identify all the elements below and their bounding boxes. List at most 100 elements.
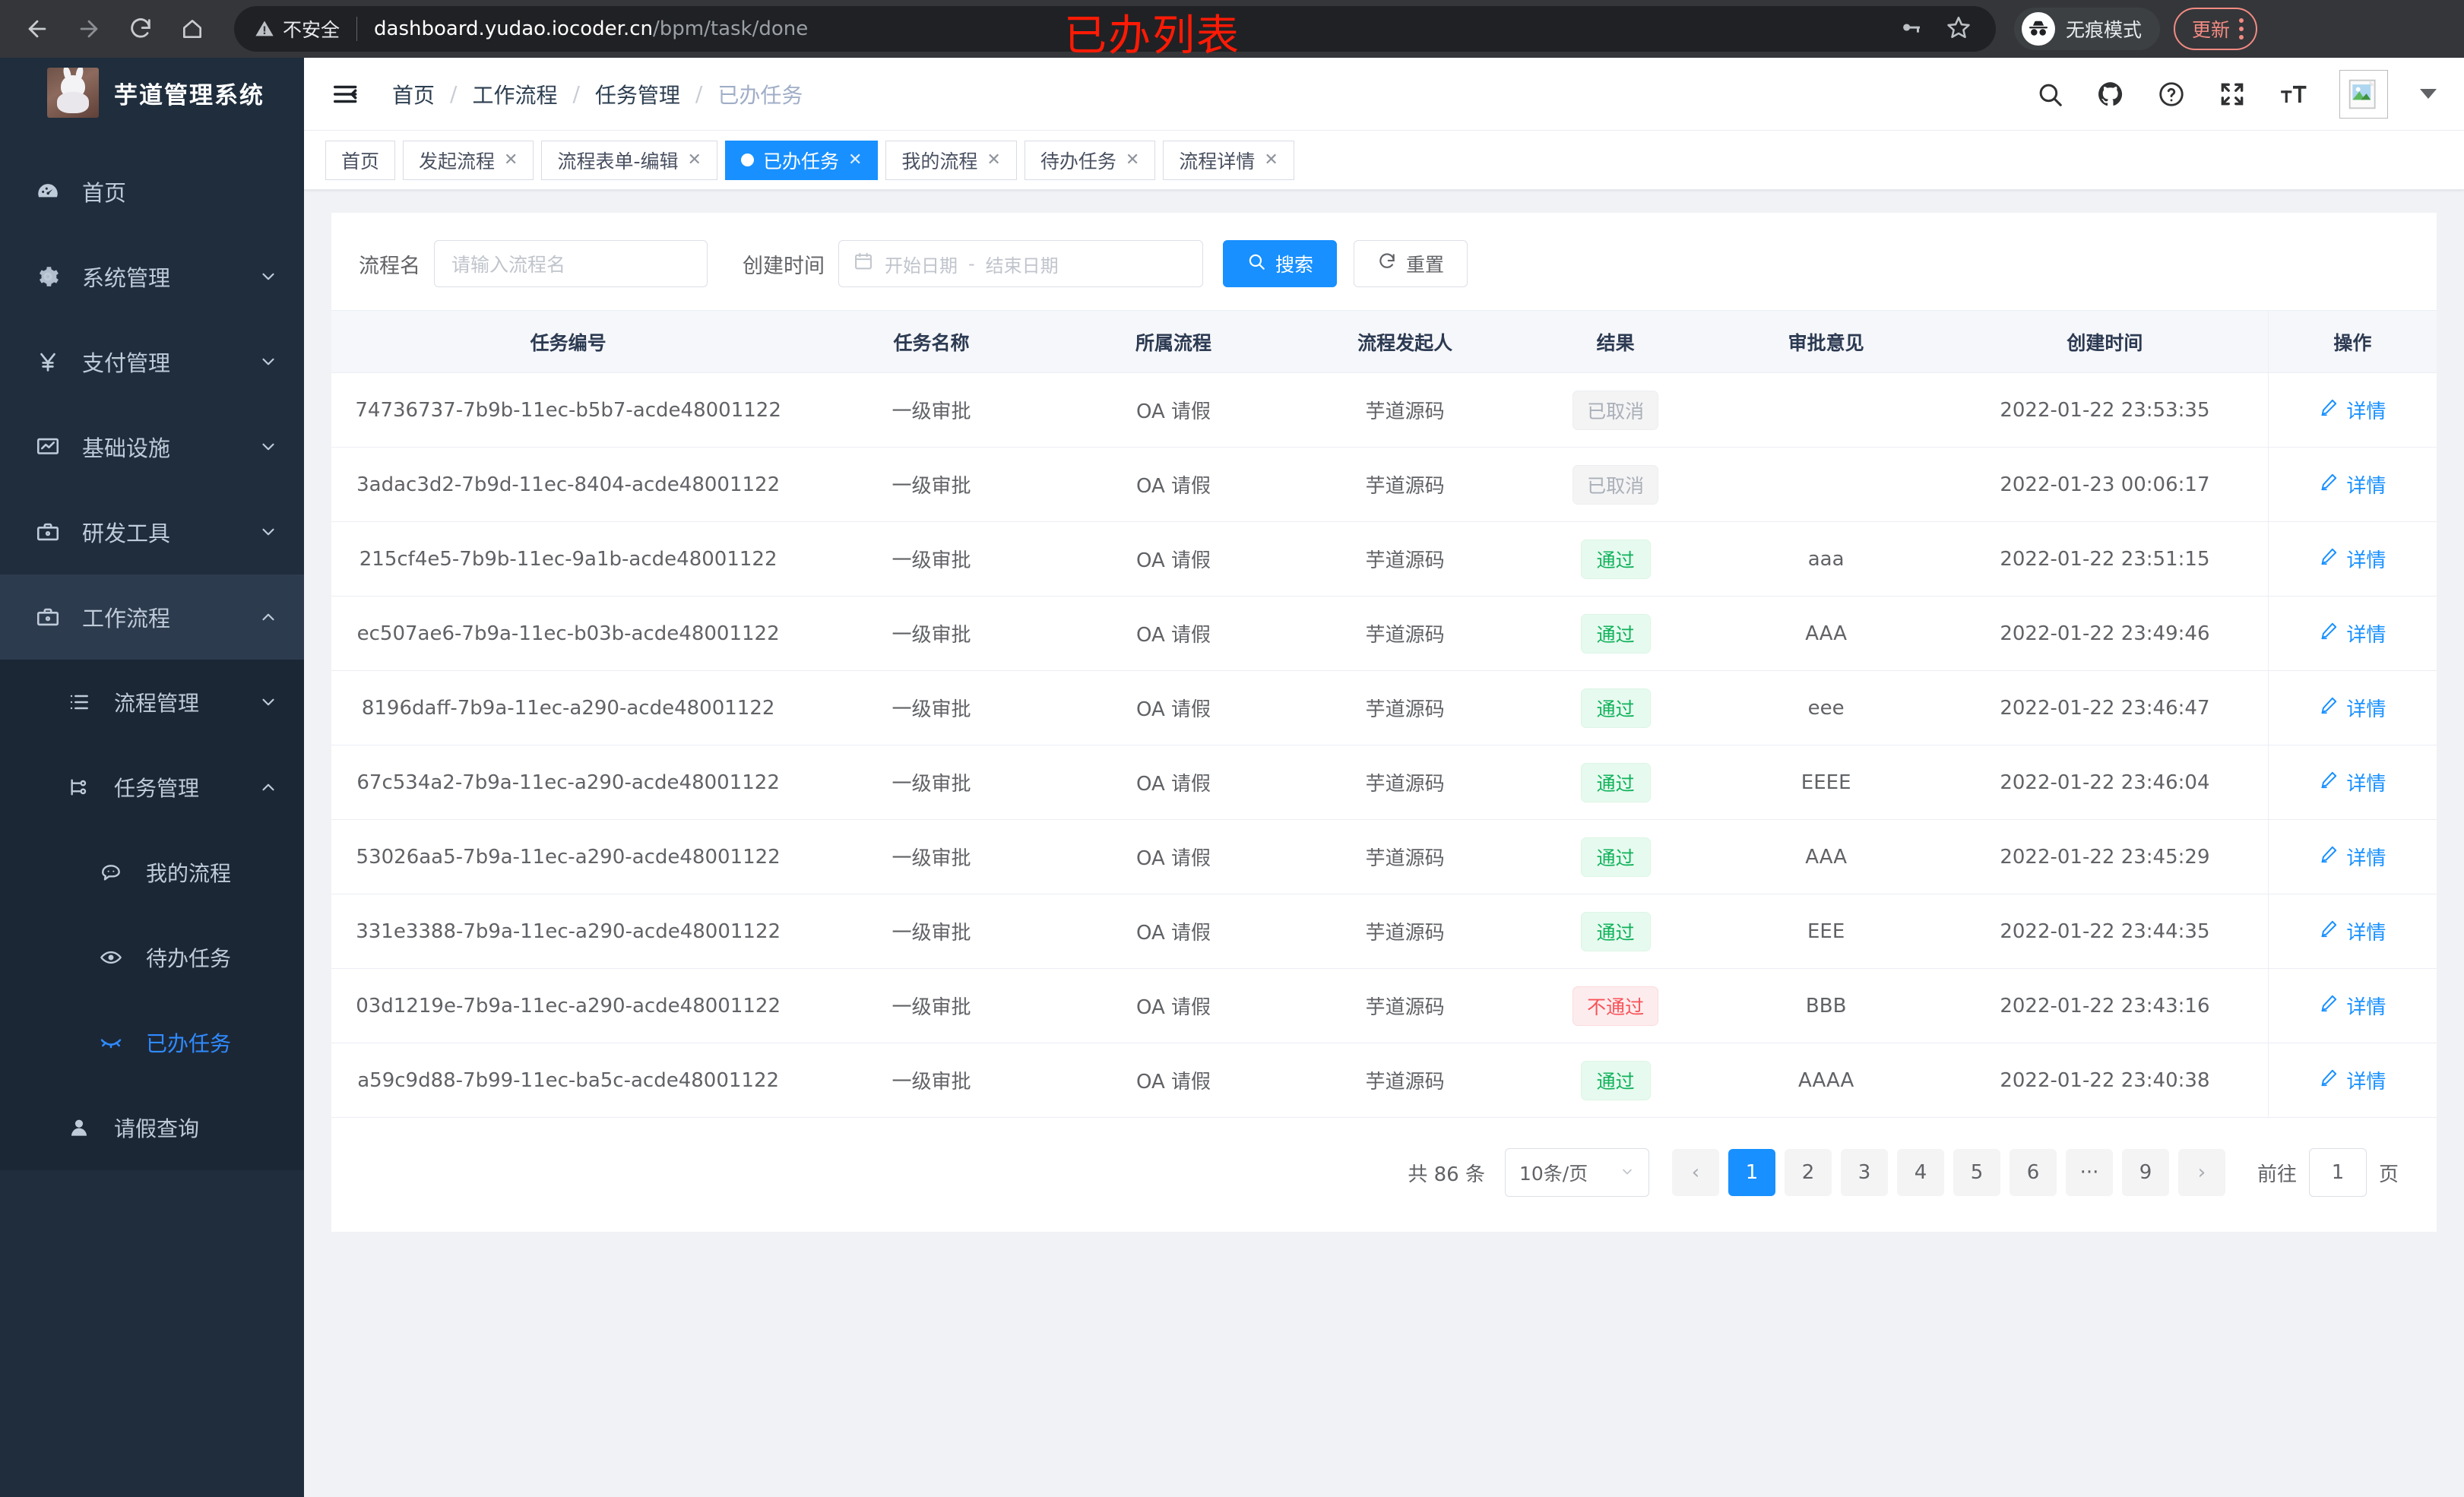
- process-name-placeholder: 请输入流程名: [451, 254, 566, 276]
- pagination-page-9[interactable]: 9: [2121, 1149, 2169, 1196]
- sidebar-item-workflow[interactable]: 工作流程: [0, 574, 304, 660]
- github-icon[interactable]: [2096, 80, 2125, 109]
- close-icon[interactable]: ✕: [1125, 150, 1140, 169]
- avatar[interactable]: [2339, 69, 2388, 119]
- pagination-ellipsis[interactable]: ···: [2065, 1149, 2113, 1196]
- table-header-row: 任务编号 任务名称 所属流程 流程发起人 结果 审批意见 创建时间 操作: [331, 310, 2437, 373]
- reset-button[interactable]: 重置: [1354, 240, 1468, 287]
- chrome-menu-icon[interactable]: [2239, 18, 2244, 40]
- active-tab-dot-icon: [740, 153, 754, 166]
- reload-icon[interactable]: [117, 5, 164, 52]
- search-button[interactable]: 搜索: [1223, 240, 1338, 287]
- close-icon[interactable]: ✕: [847, 150, 863, 169]
- tab-home[interactable]: 首页: [325, 140, 396, 180]
- tab-process-form-edit[interactable]: 流程表单-编辑 ✕: [541, 140, 717, 180]
- sidebar-item-my-process[interactable]: 我的流程: [0, 830, 304, 915]
- cell-operation: 详情: [2267, 968, 2437, 1043]
- cell-operation: 详情: [2267, 521, 2437, 597]
- sidebar-item-todo-task[interactable]: 待办任务: [0, 915, 304, 1000]
- sidebar-item-infrastructure[interactable]: 基础设施: [0, 404, 304, 489]
- detail-link[interactable]: 详情: [2319, 545, 2386, 573]
- sidebar-item-done-task[interactable]: 已办任务: [0, 1000, 304, 1085]
- incognito-indicator[interactable]: 无痕模式: [2014, 8, 2161, 50]
- sidebar-item-label: 首页: [82, 180, 127, 206]
- detail-link[interactable]: 详情: [2319, 470, 2386, 498]
- page-size-value: 10条/页: [1519, 1163, 1588, 1185]
- pagination-prev-button[interactable]: ‹: [1671, 1149, 1719, 1196]
- forward-icon[interactable]: [65, 5, 112, 52]
- reset-button-label: 重置: [1406, 254, 1445, 276]
- sidebar-item-task-management[interactable]: 任务管理: [0, 745, 304, 830]
- chevron-down-icon: [258, 267, 278, 286]
- cell-starter: 芋道源码: [1289, 894, 1522, 969]
- pagination-page-1[interactable]: 1: [1728, 1149, 1775, 1196]
- process-name-input[interactable]: 请输入流程名: [434, 240, 708, 287]
- detail-link[interactable]: 详情: [2319, 619, 2386, 647]
- sidebar-item-leave-query[interactable]: 请假查询: [0, 1085, 304, 1170]
- close-icon[interactable]: ✕: [1264, 150, 1278, 169]
- sidebar-item-system-management[interactable]: 系统管理: [0, 234, 304, 319]
- address-bar[interactable]: 不安全 dashboard.yudao.iocoder.cn/bpm/task/…: [234, 6, 1996, 52]
- done-task-table: 任务编号 任务名称 所属流程 流程发起人 结果 审批意见 创建时间 操作 747…: [331, 310, 2437, 1118]
- create-time-range-picker[interactable]: 开始日期 - 结束日期: [838, 240, 1203, 287]
- pagination-page-3[interactable]: 3: [1840, 1149, 1888, 1196]
- sidebar-item-dev-tools[interactable]: 研发工具: [0, 489, 304, 574]
- home-icon[interactable]: [169, 5, 216, 52]
- fullscreen-icon[interactable]: [2218, 80, 2247, 109]
- chevron-up-icon: [258, 777, 278, 797]
- tab-start-process[interactable]: 发起流程 ✕: [403, 140, 534, 180]
- detail-link[interactable]: 详情: [2319, 694, 2386, 722]
- pagination-page-6[interactable]: 6: [2009, 1149, 2057, 1196]
- close-icon[interactable]: ✕: [987, 150, 1001, 169]
- close-icon[interactable]: ✕: [687, 150, 702, 169]
- search-icon[interactable]: [2035, 80, 2064, 109]
- password-key-icon[interactable]: [1899, 15, 1923, 43]
- breadcrumb-item[interactable]: 首页: [392, 82, 435, 108]
- detail-link[interactable]: 详情: [2319, 992, 2386, 1020]
- breadcrumb-item[interactable]: 工作流程: [472, 82, 558, 108]
- cell-result: 通过: [1521, 745, 1711, 820]
- chevron-down-icon[interactable]: [2420, 89, 2437, 99]
- back-icon[interactable]: [14, 5, 61, 52]
- detail-link[interactable]: 详情: [2319, 768, 2386, 796]
- sidebar-toggle-icon[interactable]: [331, 80, 363, 109]
- cell-opinion: [1710, 447, 1942, 522]
- pagination-page-2[interactable]: 2: [1784, 1149, 1832, 1196]
- column-header-operation: 操作: [2267, 310, 2437, 373]
- table-row: 3adac3d2-7b9d-11ec-8404-acde48001122 一级审批…: [331, 447, 2437, 522]
- logo-icon: [47, 68, 99, 118]
- pagination-goto-input[interactable]: 1: [2308, 1148, 2367, 1197]
- pagination-page-5[interactable]: 5: [1953, 1149, 2000, 1196]
- tab-my-process[interactable]: 我的流程 ✕: [885, 140, 1017, 180]
- sidebar-item-home[interactable]: 首页: [0, 149, 304, 234]
- detail-link[interactable]: 详情: [2319, 1066, 2386, 1094]
- detail-link[interactable]: 详情: [2319, 917, 2386, 945]
- page-size-select[interactable]: 10条/页: [1504, 1148, 1649, 1197]
- table-head: 任务编号 任务名称 所属流程 流程发起人 结果 审批意见 创建时间 操作: [331, 310, 2437, 373]
- url-host: dashboard.yudao.iocoder.cn: [374, 17, 654, 40]
- pagination-page-4[interactable]: 4: [1896, 1149, 1944, 1196]
- pagination-next-button[interactable]: ›: [2177, 1149, 2225, 1196]
- table-row: a59c9d88-7b99-11ec-ba5c-acde48001122 一级审批…: [331, 1043, 2437, 1118]
- incognito-icon: [2022, 12, 2055, 46]
- sidebar-item-process-management[interactable]: 流程管理: [0, 660, 304, 745]
- close-icon[interactable]: ✕: [504, 150, 518, 169]
- help-icon[interactable]: [2157, 80, 2186, 109]
- brand-header[interactable]: 芋道管理系统: [0, 58, 304, 128]
- detail-link[interactable]: 详情: [2319, 843, 2386, 871]
- breadcrumb-item[interactable]: 任务管理: [594, 82, 680, 108]
- edit-icon: [2319, 770, 2339, 795]
- tab-todo-task[interactable]: 待办任务 ✕: [1024, 140, 1156, 180]
- cell-task-name: 一级审批: [805, 670, 1058, 745]
- monitor-icon: [35, 434, 74, 460]
- bookmark-star-icon[interactable]: [1946, 14, 1972, 44]
- font-size-icon[interactable]: [2279, 80, 2307, 109]
- tab-bar: 首页 发起流程 ✕ 流程表单-编辑 ✕ 已办任务 ✕ 我的流程 ✕ 待办任务 ✕…: [304, 131, 2464, 190]
- tab-process-detail[interactable]: 流程详情 ✕: [1163, 140, 1294, 180]
- update-button[interactable]: 更新: [2174, 8, 2258, 50]
- sidebar-item-payment-management[interactable]: 支付管理: [0, 319, 304, 404]
- not-secure-label: 不安全: [283, 19, 340, 41]
- tab-done-task[interactable]: 已办任务 ✕: [724, 140, 879, 180]
- column-header-starter: 流程发起人: [1289, 310, 1522, 373]
- detail-link[interactable]: 详情: [2319, 396, 2386, 424]
